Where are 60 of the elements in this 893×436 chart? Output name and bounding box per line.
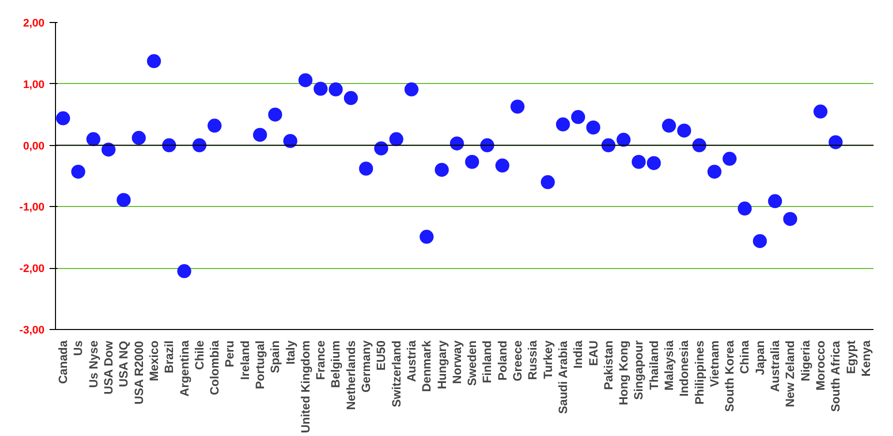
x-tick-label: France xyxy=(314,340,328,380)
x-tick-label: Norway xyxy=(450,340,464,384)
x-tick-label: Peru xyxy=(222,340,237,368)
x-tick-label: India xyxy=(571,340,586,368)
x-tick-label: Vietnam xyxy=(707,340,722,387)
x-tick-label: China xyxy=(738,340,752,374)
x-tick-label: Belgium xyxy=(328,340,343,388)
y-tick-label: -2,00 xyxy=(19,263,45,276)
x-tick-label: Colombia xyxy=(208,340,222,396)
x-tick-label: Spain xyxy=(268,340,282,374)
y-tick-label: 1,00 xyxy=(23,78,45,91)
x-tick-label: Netherlands xyxy=(344,340,358,410)
x-tick-label: Thailand xyxy=(646,340,661,390)
x-tick-label: Germany xyxy=(359,340,374,393)
x-tick-label: Switzerland xyxy=(389,340,404,408)
x-tick-label: Canada xyxy=(56,340,70,384)
x-tick-label: Egypt xyxy=(844,340,858,374)
x-tick-label: Pakistan xyxy=(601,340,616,390)
x-tick-label: Sweden xyxy=(465,340,480,386)
x-tick-label: USA R2000 xyxy=(132,340,146,405)
x-tick-label: Hungary xyxy=(434,340,449,390)
x-tick-label: Nigeria xyxy=(798,340,812,382)
x-tick-label: USA NQ xyxy=(116,340,131,388)
x-tick-label: Japan xyxy=(752,340,767,376)
x-tick-label: Brazil xyxy=(162,340,176,374)
y-tick-label: 0,00 xyxy=(23,140,45,152)
x-tick-label: EU50 xyxy=(374,340,388,371)
x-tick-label: New Zeland xyxy=(783,340,798,408)
x-tick-label: United Kingdom xyxy=(298,340,312,434)
x-tick-label: Italy xyxy=(283,340,298,365)
x-tick-label: Us xyxy=(71,340,86,356)
y-tick-label: 2,00 xyxy=(23,18,45,30)
x-tick-label: EAU xyxy=(586,340,600,366)
x-tick-label: Mexico xyxy=(146,340,161,382)
y-tick-label: -1,00 xyxy=(19,202,45,214)
x-tick-label: Argentina xyxy=(177,340,192,397)
x-tick-label: Indonesia xyxy=(677,340,692,397)
y-tick-label: -3,00 xyxy=(19,324,45,336)
x-tick-label: Saudi Arabia xyxy=(556,340,570,414)
x-tick-label: Turkey xyxy=(540,340,555,379)
x-tick-label: Malaysia xyxy=(662,340,676,391)
x-tick-label: Australia xyxy=(768,340,782,392)
x-tick-label: Chile xyxy=(192,340,206,370)
x-tick-label: Finland xyxy=(480,340,494,384)
x-tick-label: Kenya xyxy=(858,340,873,377)
x-tick-label: Us Nyse xyxy=(86,340,100,388)
x-tick-label: Poland xyxy=(495,340,510,380)
x-tick-label: Portugal xyxy=(253,340,267,390)
x-tick-label: Philippines xyxy=(692,340,706,405)
x-tick-label: South Africa xyxy=(828,340,843,412)
x-tick-label: South Korea xyxy=(722,340,737,412)
x-tick-label: Austria xyxy=(404,340,418,382)
x-tick-label: Ireland xyxy=(238,340,252,380)
x-tick-label: USA Dow xyxy=(102,340,116,394)
x-tick-label: Russia xyxy=(526,340,540,380)
x-tick-label: Denmark xyxy=(420,340,434,392)
x-tick-label: Greece xyxy=(510,340,525,382)
x-tick-label: Hong Kong xyxy=(616,340,631,406)
x-tick-label: Singapour xyxy=(632,340,646,400)
x-tick-label: Morocco xyxy=(813,340,828,391)
